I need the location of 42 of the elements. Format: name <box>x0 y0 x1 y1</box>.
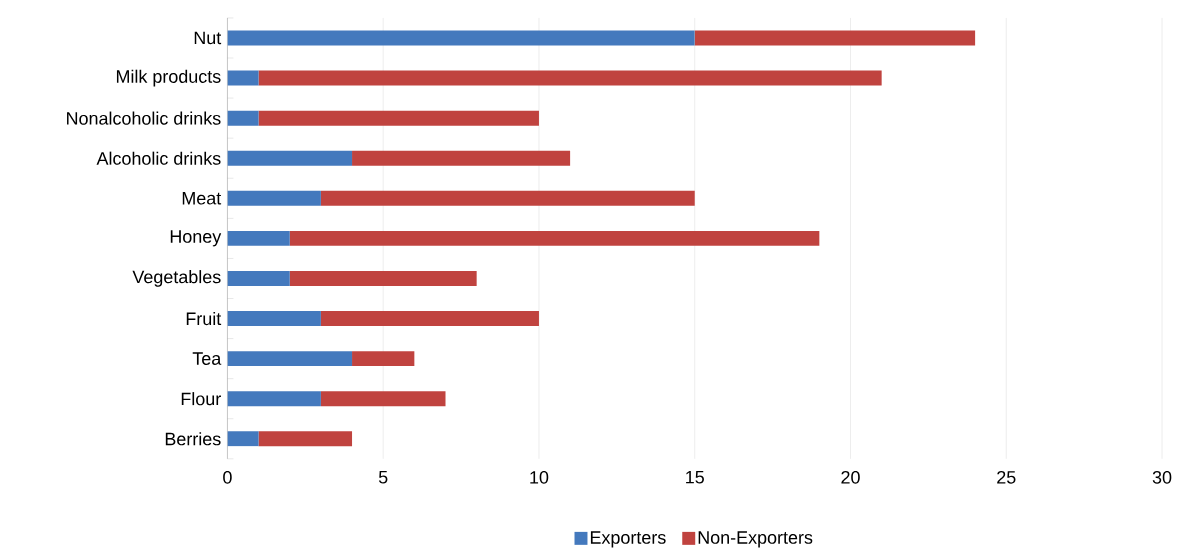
bar <box>227 30 695 46</box>
y-tick-label: Nut <box>194 31 222 45</box>
bar <box>258 110 539 126</box>
bar <box>227 351 353 367</box>
bar <box>258 431 353 447</box>
bar <box>227 150 353 166</box>
bar <box>227 431 259 447</box>
y-tick-label: Berries <box>165 432 221 446</box>
y-tick-label: Meat <box>182 192 222 205</box>
y-tick-label: Milk products <box>116 69 221 87</box>
y-tick-label: Honey <box>170 230 222 247</box>
bar <box>352 351 415 367</box>
x-tick-label: 20 <box>841 471 860 484</box>
x-tick-label: 30 <box>1152 471 1172 484</box>
x-tick-label: 10 <box>530 471 549 484</box>
y-tick-label: Tea <box>192 352 222 366</box>
bar <box>258 70 882 86</box>
bar <box>289 271 477 287</box>
bar <box>227 70 259 86</box>
y-tick-label: Flour <box>181 392 221 406</box>
bar <box>227 391 321 407</box>
y-tick-label: Vegetables <box>132 270 221 288</box>
x-tick-label: 15 <box>686 471 704 484</box>
x-tick-label: 0 <box>223 471 232 484</box>
y-tick-label: Fruit <box>186 312 222 326</box>
bar <box>227 231 290 247</box>
bar <box>352 150 571 166</box>
bar <box>289 231 820 247</box>
legend-label: Non-Exporters <box>698 531 813 548</box>
legend-label: Exporters <box>590 531 666 548</box>
bar <box>227 191 321 206</box>
x-tick-label: 5 <box>378 471 388 484</box>
bar <box>320 391 446 407</box>
bar <box>227 271 290 287</box>
bar <box>320 311 539 327</box>
bar <box>227 110 259 126</box>
x-tick-label: 25 <box>997 471 1016 484</box>
bar <box>227 311 321 327</box>
y-tick-label: Alcoholic drinks <box>96 151 221 166</box>
bar <box>694 30 976 46</box>
y-tick-label: Nonalcoholic drinks <box>67 111 221 125</box>
bar <box>320 191 695 206</box>
